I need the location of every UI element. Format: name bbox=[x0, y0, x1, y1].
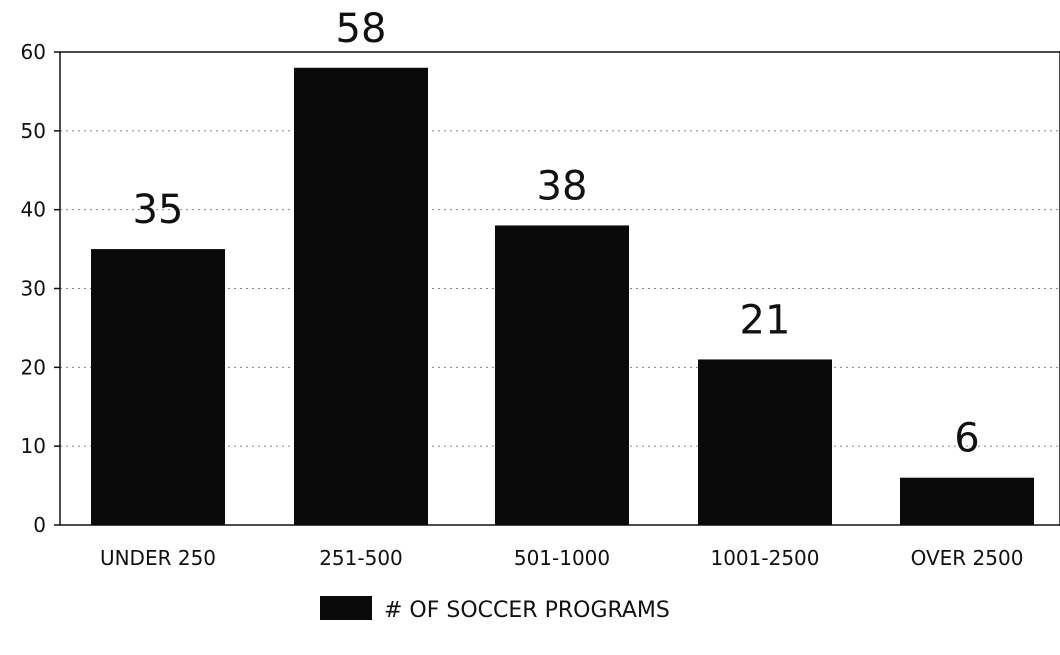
data-label: 6 bbox=[954, 416, 979, 462]
bar bbox=[91, 249, 225, 526]
x-tick-label: 251-500 bbox=[319, 546, 403, 570]
y-tick-label: 30 bbox=[21, 277, 46, 301]
y-tick-label: 10 bbox=[21, 434, 46, 458]
legend-swatch bbox=[320, 596, 372, 620]
bar bbox=[900, 477, 1034, 525]
bars bbox=[91, 67, 1034, 526]
y-tick-label: 20 bbox=[21, 355, 46, 379]
y-tick-label: 50 bbox=[21, 119, 46, 143]
legend-label: # OF SOCCER PROGRAMS bbox=[384, 598, 670, 623]
bar bbox=[495, 225, 629, 525]
data-label: 35 bbox=[133, 187, 184, 233]
data-label: 38 bbox=[537, 163, 588, 209]
y-tick-label: 0 bbox=[33, 513, 46, 537]
y-tick-label: 60 bbox=[21, 40, 46, 64]
x-tick-label: 1001-2500 bbox=[710, 546, 819, 570]
x-tick-label: UNDER 250 bbox=[100, 546, 216, 570]
bar bbox=[698, 359, 832, 525]
data-label: 21 bbox=[740, 297, 791, 343]
data-label: 58 bbox=[336, 6, 387, 52]
data-labels: 35 58 38 21 6 bbox=[133, 6, 980, 462]
bar bbox=[294, 67, 428, 526]
y-axis-ticks: 0 10 20 30 40 50 60 bbox=[21, 40, 60, 537]
x-axis-labels: UNDER 250 251-500 501-1000 1001-2500 OVER 25… bbox=[100, 546, 1023, 570]
y-tick-label: 40 bbox=[21, 198, 46, 222]
x-tick-label: 501-1000 bbox=[514, 546, 610, 570]
x-tick-label: OVER 2500 bbox=[911, 546, 1024, 570]
legend: # OF SOCCER PROGRAMS bbox=[320, 596, 670, 623]
